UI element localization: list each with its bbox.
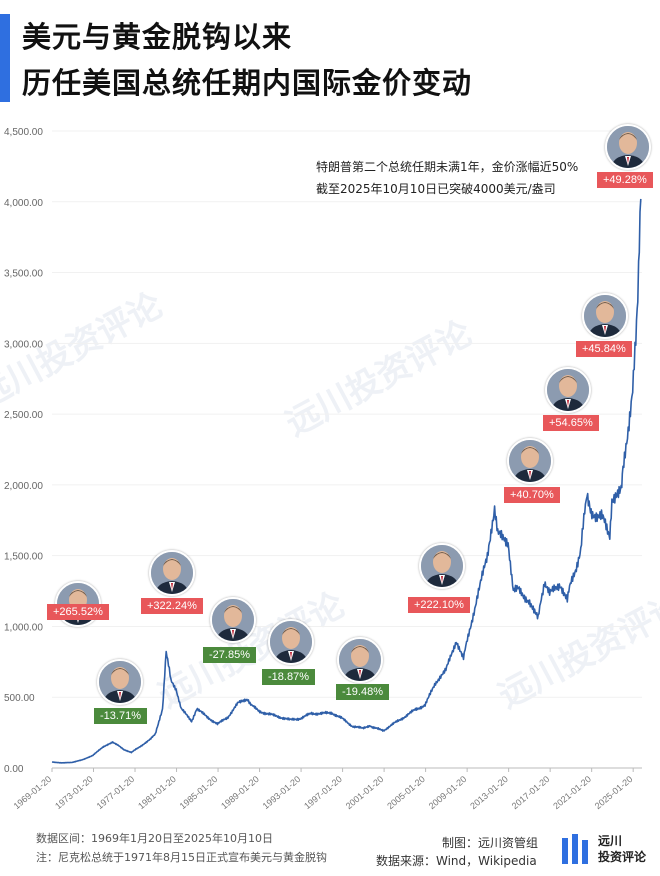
y-tick-label: 2,500.00	[4, 410, 43, 421]
gold-change-badge: +54.65%	[543, 415, 599, 431]
y-tick-label: 3,000.00	[4, 339, 43, 350]
y-tick-label: 3,500.00	[4, 269, 43, 280]
x-tick-label: 1985-01-20	[178, 774, 220, 811]
x-tick-label: 1973-01-20	[53, 774, 95, 811]
x-tick-label: 1993-01-20	[261, 774, 303, 811]
x-tick-label: 1969-01-20	[12, 774, 54, 811]
x-tick-label: 1989-01-20	[219, 774, 261, 811]
x-tick-label: 2009-01-20	[427, 774, 469, 811]
x-tick-label: 2025-01-20	[593, 774, 635, 811]
footer-note: 注：尼克松总统于1971年8月15日正式宣布美元与黄金脱钩	[36, 851, 327, 864]
logo-text-2: 投资评论	[598, 850, 647, 864]
president-ford-avatar	[97, 659, 143, 705]
y-tick-label: 1,000.00	[4, 622, 43, 633]
gold-price-line	[51, 198, 642, 764]
gold-change-badge: +222.10%	[408, 597, 470, 613]
x-tick-label: 1981-01-20	[136, 774, 178, 811]
gold-change-badge: +265.52%	[47, 604, 109, 620]
y-tick-label: 2,000.00	[4, 481, 43, 492]
footer-data-range: 数据区间：1969年1月20日至2025年10月10日	[36, 832, 273, 845]
y-tick-label: 1,500.00	[4, 552, 43, 563]
gold-change-badge: +49.28%	[597, 172, 653, 188]
page-title-line-2: 历任美国总统任期内国际金价变动	[22, 66, 473, 100]
x-tick-label: 1977-01-20	[95, 774, 137, 811]
y-tick-label: 4,000.00	[4, 198, 43, 209]
x-tick-label: 2017-01-20	[510, 774, 552, 811]
title-accent-bar	[0, 14, 10, 102]
x-tick-label: 2013-01-20	[468, 774, 510, 811]
gold-change-badge: +40.70%	[504, 487, 560, 503]
president-carter-avatar	[149, 550, 195, 596]
logo-bars-icon	[560, 834, 590, 864]
president-clinton-avatar	[337, 637, 383, 683]
x-tick-label: 2005-01-20	[385, 774, 427, 811]
president-trump-2-avatar	[605, 124, 651, 170]
x-tick-label: 2001-01-20	[344, 774, 386, 811]
gold-change-badge: +45.84%	[576, 341, 632, 357]
footer-source: 数据来源：Wind，Wikipedia	[376, 854, 537, 868]
x-tick-label: 2021-01-20	[551, 774, 593, 811]
brand-logo: 远川 投资评论	[560, 832, 652, 868]
x-tick-label: 1997-01-20	[302, 774, 344, 811]
annotation-line-2: 截至2025年10月10日已突破4000美元/盎司	[316, 182, 556, 196]
gold-change-badge: -18.87%	[262, 669, 315, 685]
y-tick-label: 500.00	[4, 693, 35, 704]
gold-change-badge: -19.48%	[336, 684, 389, 700]
president-bush-sr-avatar	[268, 619, 314, 665]
annotation-line-1: 特朗普第二个总统任期未满1年，金价涨幅近50%	[316, 160, 579, 174]
logo-text-1: 远川	[598, 834, 623, 848]
president-bush-jr-avatar	[419, 543, 465, 589]
president-reagan-avatar	[210, 597, 256, 643]
gold-change-badge: -13.71%	[94, 708, 147, 724]
gold-change-badge: -27.85%	[203, 647, 256, 663]
footer-made-by: 制图：远川资管组	[442, 836, 539, 850]
y-tick-label: 0.00	[4, 764, 24, 775]
president-biden-avatar	[582, 293, 628, 339]
gold-change-badge: +322.24%	[141, 598, 203, 614]
president-trump-1-avatar	[545, 367, 591, 413]
y-tick-label: 4,500.00	[4, 127, 43, 138]
page-title-line-1: 美元与黄金脱钩以来	[22, 20, 293, 54]
president-obama-avatar	[507, 438, 553, 484]
